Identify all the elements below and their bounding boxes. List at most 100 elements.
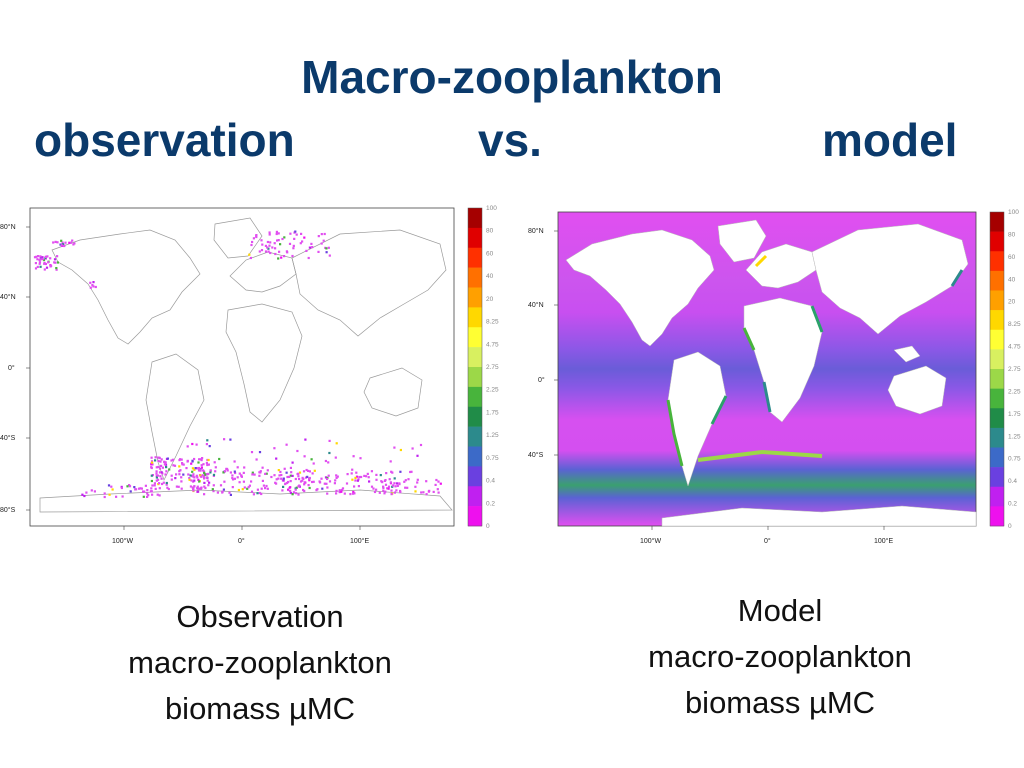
- observation-point: [178, 465, 181, 468]
- observation-point: [394, 485, 397, 488]
- observation-point: [313, 469, 316, 472]
- observation-point: [292, 491, 296, 494]
- observation-point: [199, 474, 202, 477]
- observation-point: [166, 486, 169, 489]
- observation-point: [225, 467, 228, 470]
- observation-point: [191, 475, 194, 478]
- observation-point: [36, 258, 39, 261]
- slide-title: Macro-zooplankton: [301, 51, 723, 103]
- observation-point: [222, 488, 225, 491]
- observation-point: [33, 256, 37, 259]
- observation-point: [142, 490, 145, 493]
- observation-point: [207, 458, 210, 462]
- observation-point: [155, 474, 158, 478]
- colorbar-swatch: [990, 486, 1004, 507]
- observation-point: [188, 478, 191, 481]
- obs-lat-label: 40°N: [0, 293, 16, 301]
- colorbar-swatch: [990, 251, 1004, 272]
- observation-point: [207, 484, 210, 487]
- observation-point: [375, 478, 378, 481]
- observation-point: [355, 471, 358, 474]
- observation-point: [89, 286, 92, 289]
- observation-point: [190, 462, 193, 465]
- observation-point: [180, 476, 183, 479]
- observation-point: [307, 484, 310, 487]
- observation-point: [409, 470, 412, 474]
- observation-point: [261, 243, 264, 246]
- observation-point: [351, 478, 354, 481]
- observation-point: [439, 482, 442, 485]
- observation-point: [318, 480, 321, 483]
- observation-point: [203, 493, 206, 496]
- observation-point: [231, 477, 234, 480]
- colorbar-label: 0.2: [486, 500, 495, 507]
- observation-point: [204, 486, 207, 490]
- observation-point: [150, 474, 153, 477]
- observation-point: [275, 457, 278, 460]
- colorbar-swatch: [468, 367, 482, 388]
- observation-point: [279, 243, 282, 246]
- observation-point: [280, 256, 283, 259]
- observation-point: [283, 236, 286, 239]
- observation-point: [250, 490, 254, 493]
- observation-point: [41, 256, 44, 259]
- observation-point: [287, 480, 290, 484]
- observation-point: [303, 483, 306, 486]
- observation-point: [37, 255, 40, 258]
- colorbar-label: 8.25: [1008, 321, 1021, 328]
- observation-point: [366, 472, 369, 475]
- observation-point: [191, 467, 194, 470]
- observation-point: [216, 491, 219, 494]
- observation-point: [241, 488, 244, 491]
- colorbar-swatch: [990, 270, 1004, 291]
- observation-point: [395, 489, 398, 492]
- observation-point: [285, 250, 288, 253]
- observation-point: [375, 488, 378, 491]
- observation-point: [157, 478, 160, 481]
- observation-point: [219, 484, 223, 487]
- observation-point: [233, 477, 236, 480]
- observation-point: [214, 470, 217, 473]
- observation-point: [287, 488, 290, 491]
- observation-point: [311, 246, 314, 249]
- observation-point: [250, 451, 254, 454]
- observation-point: [44, 255, 47, 259]
- colorbar-label: 0.2: [1008, 501, 1017, 508]
- observation-point: [277, 469, 280, 472]
- model-land: [565, 219, 977, 527]
- observation-point: [252, 237, 255, 240]
- observation-point: [218, 457, 221, 461]
- observation-point: [155, 470, 158, 473]
- observation-point: [261, 479, 264, 482]
- observation-point: [273, 242, 276, 245]
- observation-point: [290, 471, 293, 474]
- observation-point: [353, 485, 356, 488]
- observation-point: [182, 463, 185, 466]
- observation-point: [258, 451, 262, 454]
- observation-point: [385, 472, 388, 475]
- colorbar-swatch: [990, 212, 1004, 232]
- observation-point: [300, 232, 303, 235]
- obs-lon-label: 100°E: [350, 537, 369, 545]
- observation-point: [338, 489, 341, 492]
- observation-point: [302, 477, 305, 481]
- observation-point: [267, 247, 270, 250]
- observation-point: [233, 470, 236, 473]
- observation-point: [205, 476, 208, 479]
- observation-point: [197, 461, 200, 464]
- colorbar-label: 0.75: [1008, 456, 1021, 463]
- observation-point: [320, 242, 323, 245]
- observation-point: [335, 492, 338, 495]
- observation-point: [172, 464, 175, 467]
- observation-point: [345, 482, 349, 485]
- observation-point: [45, 266, 49, 269]
- observation-point: [271, 246, 274, 249]
- observation-point: [382, 485, 385, 488]
- observation-point: [175, 473, 178, 476]
- observation-point: [42, 259, 46, 262]
- observation-point: [89, 281, 92, 284]
- observation-point: [139, 487, 142, 490]
- observation-point: [302, 470, 306, 473]
- observation-point: [260, 249, 264, 252]
- observation-point: [166, 457, 169, 460]
